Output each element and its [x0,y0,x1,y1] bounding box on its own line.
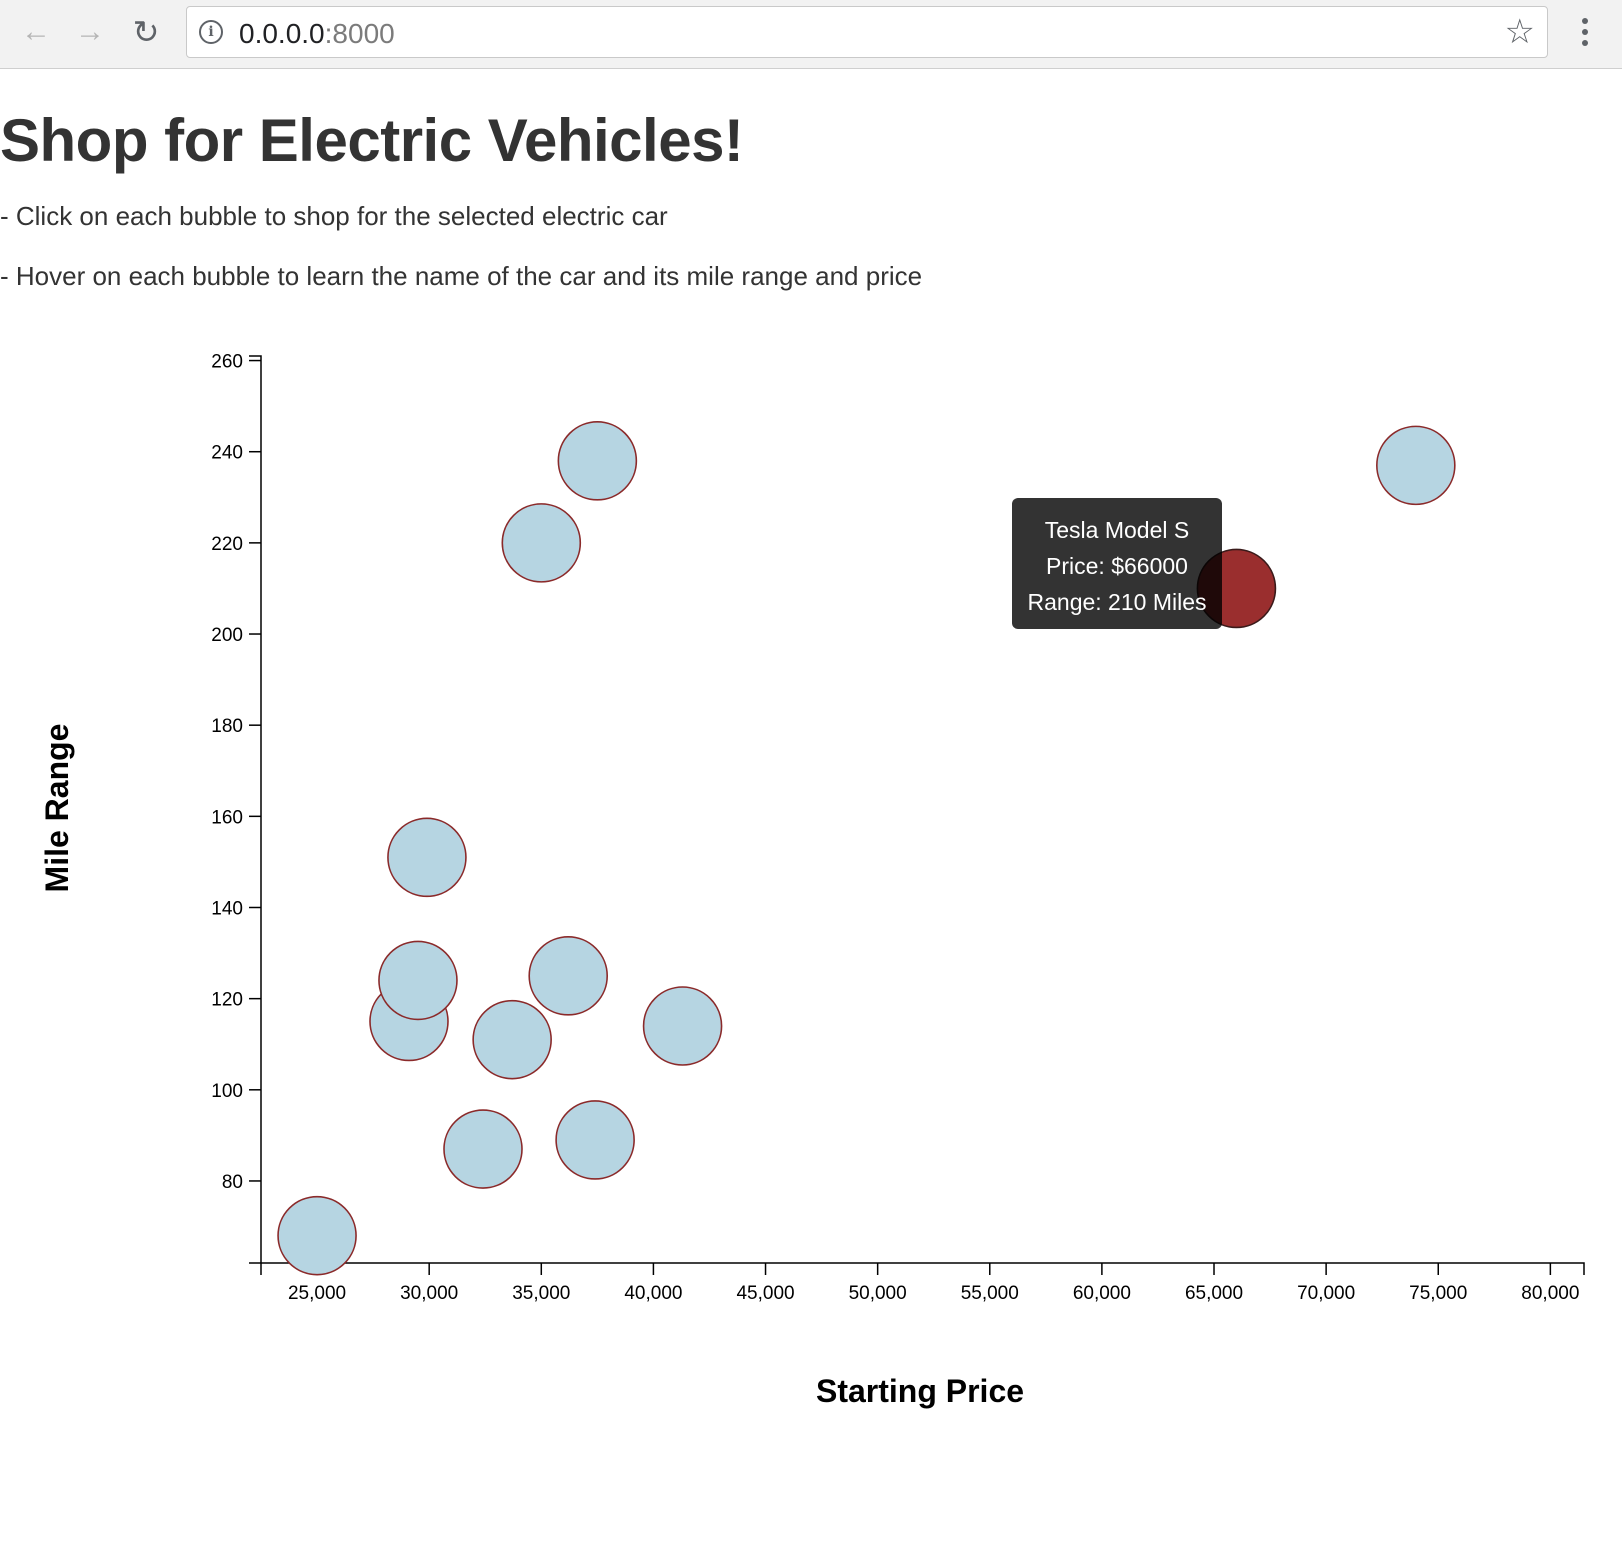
url-port: :8000 [324,18,395,49]
y-tick-label: 260 [211,352,243,373]
x-axis-title: Starting Price [816,1373,1024,1409]
y-tick-label: 180 [211,716,243,737]
browser-toolbar: ← → ↻ i 0.0.0.0:8000 ☆ [0,0,1622,69]
tooltip-car-name: Tesla Model S [1044,517,1190,543]
x-tick-label: 75,000 [1409,1283,1467,1304]
url-text[interactable]: 0.0.0.0:8000 [239,18,395,50]
page-title: Shop for Electric Vehicles! [0,107,744,174]
tooltip-price: Price: $66000 [1046,553,1188,579]
x-axis-line [260,1262,1585,1275]
arrow-left-icon: ← [21,15,51,48]
x-tick-label: 60,000 [1073,1283,1131,1304]
car-bubble[interactable] [277,1195,357,1276]
x-tick-label: 65,000 [1185,1283,1243,1304]
x-tick-label: 50,000 [849,1283,907,1304]
y-tick-label: 80 [222,1172,243,1193]
arrow-right-icon: → [75,15,105,48]
reload-button[interactable]: ↻ [128,14,164,50]
url-host: 0.0.0.0 [239,18,325,49]
y-axis-title: Mile Range [39,724,75,893]
y-tick-label: 240 [211,443,243,464]
info-icon[interactable]: i [199,20,223,44]
bubble-tooltip: Tesla Model S Price: $66000 Range: 210 M… [1012,498,1222,629]
car-bubble[interactable] [443,1109,523,1189]
x-tick-label: 30,000 [400,1283,458,1304]
car-bubble[interactable] [501,503,582,583]
back-button[interactable]: ← [18,14,54,50]
tooltip-range: Range: 210 Miles [1027,589,1207,615]
address-bar[interactable]: i 0.0.0.0:8000 ☆ [186,6,1548,58]
car-bubble[interactable] [528,936,609,1016]
car-bubble[interactable] [472,999,552,1080]
reload-icon: ↻ [132,14,160,50]
y-tick-label: 100 [211,1081,243,1102]
x-tick-label: 35,000 [512,1283,570,1304]
y-axis-line [249,355,262,1264]
star-icon[interactable]: ☆ [1504,13,1535,51]
car-bubble[interactable] [387,817,467,898]
car-bubble[interactable] [378,940,458,1021]
y-tick-label: 120 [211,990,243,1011]
x-tick-label: 40,000 [624,1283,682,1304]
instruction-click: - Click on each bubble to shop for the s… [0,201,668,231]
x-tick-label: 80,000 [1521,1283,1579,1304]
instruction-hover: - Hover on each bubble to learn the name… [0,261,923,291]
y-tick-label: 220 [211,534,243,555]
x-tick-label: 55,000 [961,1283,1019,1304]
forward-button[interactable]: → [72,14,108,50]
car-bubble[interactable] [555,1100,635,1180]
y-tick-label: 160 [211,807,243,828]
x-tick-label: 25,000 [288,1283,346,1304]
y-tick-label: 140 [211,898,243,919]
x-tick-label: 45,000 [736,1283,794,1304]
y-tick-label: 200 [211,625,243,646]
x-tick-label: 70,000 [1297,1283,1355,1304]
kebab-menu-icon[interactable] [1576,14,1594,50]
car-bubble[interactable] [1376,425,1456,506]
car-bubble[interactable] [557,421,638,501]
car-bubble[interactable] [642,986,723,1066]
